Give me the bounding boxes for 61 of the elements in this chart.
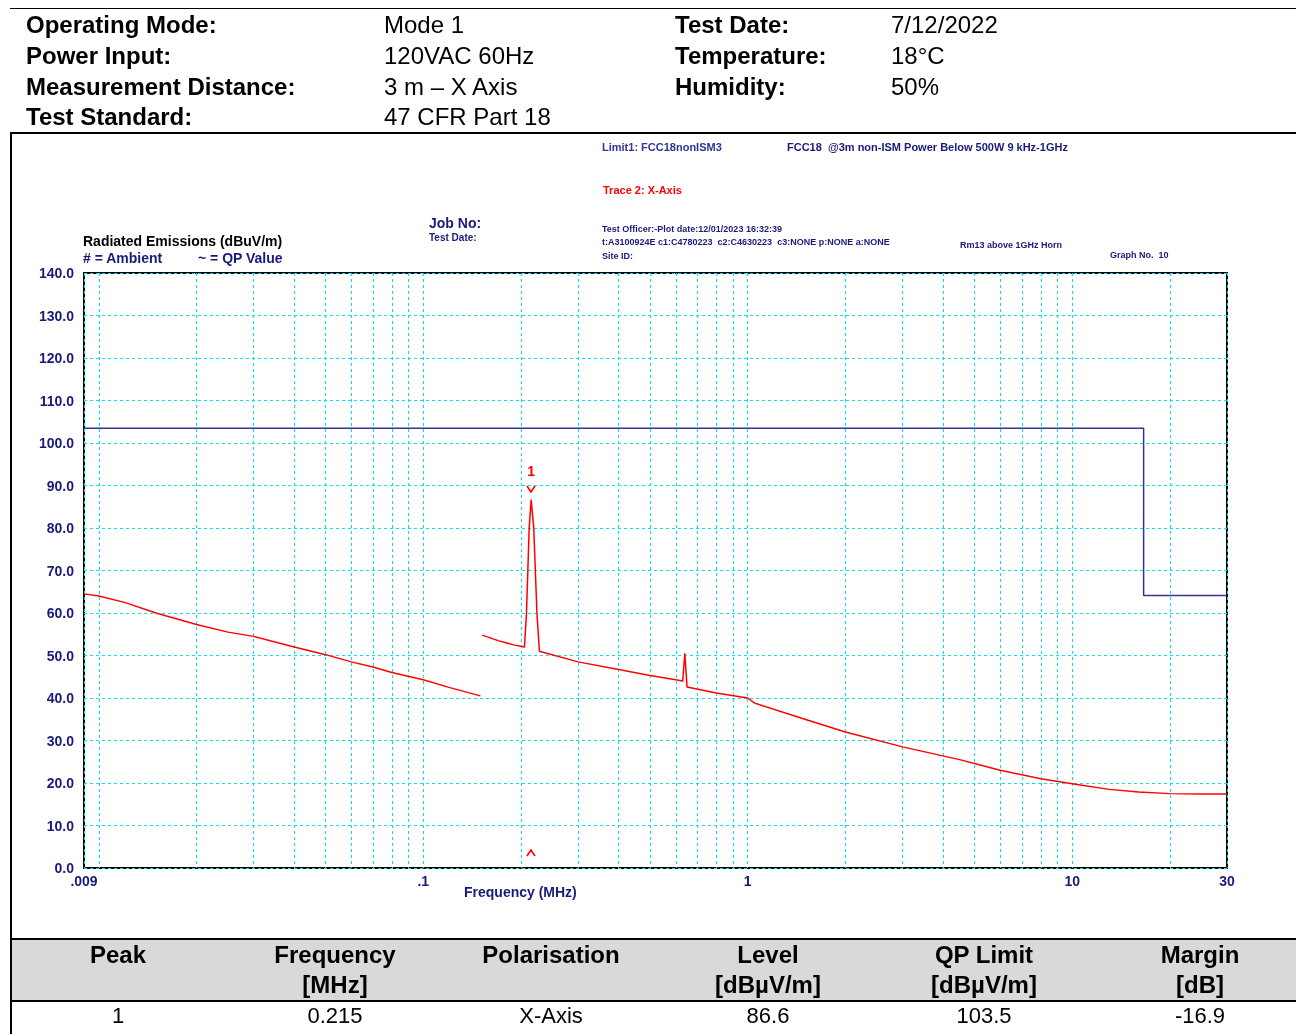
x-tick-label: .009 (70, 873, 98, 889)
y-tick-label: 90.0 (46, 477, 75, 494)
text: FCC18 @3m non-ISM Power Below 500W 9 kHz-1GHz (787, 141, 1068, 154)
y-tick-label: 80.0 (46, 520, 75, 536)
text: Graph No. 10 (1110, 250, 1169, 261)
text: 47 CFR Part 18 (384, 103, 551, 131)
text: 120VAC 60Hz (384, 42, 535, 70)
text: # = Ambient (83, 250, 163, 267)
text: Rm13 above 1GHz Horn (960, 240, 1063, 251)
y-axis-title: Radiated Emissions (dBuV/m) (83, 233, 283, 250)
y-tick-label: 60.0 (46, 605, 75, 621)
text: Polarisation (481, 940, 621, 970)
text: Level [dBµV/m] (714, 940, 822, 1000)
text: QP Limit [dBµV/m] (930, 940, 1038, 1000)
text: 103.5 (955, 1003, 1013, 1029)
text: 1 (110, 1003, 126, 1029)
text: Job No: (429, 215, 482, 232)
text: 50% (891, 73, 940, 101)
text: Test Date: (675, 11, 790, 39)
text: Margin [dB] (1159, 940, 1241, 1000)
x-axis-title: Frequency (MHz) (464, 884, 577, 901)
y-tick-label: 130.0 (38, 307, 75, 324)
text: X-Axis (518, 1003, 584, 1029)
text: Trace 2: X-Axis (603, 184, 682, 197)
text: Limit1: FCC18nonISM3 (602, 141, 722, 154)
text: ~ = QP Value (198, 250, 283, 267)
y-tick-label: 20.0 (46, 775, 75, 791)
y-tick-label: 70.0 (46, 562, 75, 579)
y-tick-label: 50.0 (46, 647, 75, 664)
y-tick-label: 40.0 (46, 690, 75, 706)
x-tick-label: 10 (1064, 873, 1081, 889)
text: Measurement Distance: (26, 73, 296, 101)
text: Test Standard: (26, 103, 193, 131)
text: Peak (88, 940, 148, 970)
text: Temperature: (675, 42, 827, 70)
y-tick-label: 140.0 (38, 265, 75, 281)
text: Site ID: (602, 251, 634, 262)
text: Humidity: (675, 73, 786, 101)
text: Mode 1 (384, 11, 465, 39)
text: -16.9 (1173, 1003, 1227, 1029)
x-tick-label: 1 (743, 873, 752, 889)
text: Operating Mode: (26, 11, 217, 39)
annotation: 1 (526, 462, 537, 480)
text: Power Input: (26, 42, 172, 70)
x-tick-label: .1 (417, 873, 430, 889)
text: 0.215 (306, 1003, 364, 1029)
y-tick-label: 100.0 (38, 435, 75, 451)
text: 7/12/2022 (891, 11, 998, 39)
text: 86.6 (745, 1003, 791, 1029)
y-tick-label: 120.0 (38, 350, 75, 366)
x-tick-label: 30 (1219, 873, 1235, 889)
text: Test Officer:-Plot date:12/01/2023 16:32:39 (602, 224, 782, 235)
text: 3 m – X Axis (384, 73, 518, 101)
y-tick-label: 0.0 (54, 860, 75, 876)
text: Test Date: (429, 232, 477, 244)
text: 18°C (891, 42, 945, 70)
y-tick-label: 110.0 (39, 392, 75, 409)
y-tick-label: 30.0 (46, 732, 75, 749)
text: t:A3100924E c1:C4780223 c2:C4630223 c3:NONE p:NONE a:NONE (602, 237, 890, 248)
text: Frequency [MHz] (273, 940, 397, 1000)
y-tick-label: 10.0 (46, 817, 75, 834)
